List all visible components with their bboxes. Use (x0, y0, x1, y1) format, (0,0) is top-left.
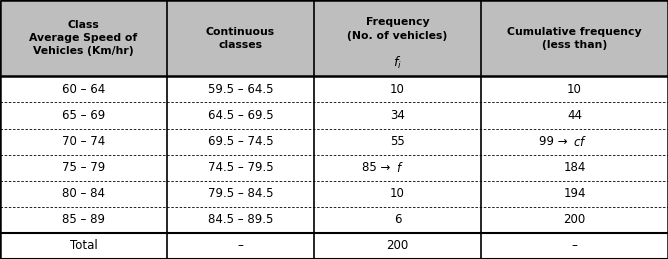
Text: 74.5 – 79.5: 74.5 – 79.5 (208, 161, 273, 174)
Bar (0, 0, 167, 76)
Bar (481, 128, 668, 155)
Bar (481, 103, 668, 128)
Text: $f_i$: $f_i$ (393, 55, 402, 71)
Text: Total: Total (69, 240, 98, 253)
Text: 60 – 64: 60 – 64 (62, 83, 105, 96)
Bar (481, 233, 668, 259)
Bar (314, 103, 481, 128)
Bar (314, 207, 481, 233)
Bar (0, 128, 167, 155)
Text: 85 – 89: 85 – 89 (62, 213, 105, 226)
Bar (167, 233, 314, 259)
Bar (481, 155, 668, 181)
Text: 75 – 79: 75 – 79 (62, 161, 105, 174)
Text: Frequency
(No. of vehicles): Frequency (No. of vehicles) (347, 17, 448, 41)
Text: 69.5 – 74.5: 69.5 – 74.5 (208, 135, 273, 148)
Text: 184: 184 (563, 161, 586, 174)
Bar (314, 0, 481, 76)
Text: 10: 10 (390, 83, 405, 96)
Text: 44: 44 (567, 109, 582, 122)
Text: 59.5 – 64.5: 59.5 – 64.5 (208, 83, 273, 96)
Text: 80 – 84: 80 – 84 (62, 187, 105, 200)
Bar (481, 76, 668, 103)
Bar (167, 128, 314, 155)
Bar (0, 103, 167, 128)
Text: 10: 10 (390, 187, 405, 200)
Bar (314, 233, 481, 259)
Text: Continuous
classes: Continuous classes (206, 27, 275, 50)
Text: 200: 200 (386, 240, 409, 253)
Text: 85 →: 85 → (362, 161, 394, 174)
Text: –: – (238, 240, 243, 253)
Text: 65 – 69: 65 – 69 (62, 109, 105, 122)
Bar (0, 155, 167, 181)
Text: 99 →: 99 → (539, 135, 571, 148)
Bar (314, 76, 481, 103)
Text: 79.5 – 84.5: 79.5 – 84.5 (208, 187, 273, 200)
Bar (167, 207, 314, 233)
Text: 194: 194 (563, 187, 586, 200)
Bar (481, 207, 668, 233)
Text: 55: 55 (390, 135, 405, 148)
Text: $f$: $f$ (396, 161, 403, 175)
Text: Cumulative frequency
(less than): Cumulative frequency (less than) (507, 27, 642, 50)
Bar (481, 181, 668, 207)
Text: –: – (572, 240, 577, 253)
Text: 200: 200 (563, 213, 586, 226)
Text: 6: 6 (393, 213, 401, 226)
Bar (0, 233, 167, 259)
Bar (314, 128, 481, 155)
Text: 84.5 – 89.5: 84.5 – 89.5 (208, 213, 273, 226)
Bar (0, 207, 167, 233)
Bar (481, 0, 668, 76)
Bar (314, 155, 481, 181)
Text: 34: 34 (390, 109, 405, 122)
Text: 70 – 74: 70 – 74 (62, 135, 105, 148)
Bar (167, 76, 314, 103)
Bar (167, 0, 314, 76)
Bar (167, 181, 314, 207)
Bar (167, 103, 314, 128)
Text: 64.5 – 69.5: 64.5 – 69.5 (208, 109, 273, 122)
Bar (0, 76, 167, 103)
Text: 10: 10 (567, 83, 582, 96)
Text: Class
Average Speed of
Vehicles (Km/hr): Class Average Speed of Vehicles (Km/hr) (29, 20, 138, 56)
Bar (167, 155, 314, 181)
Bar (314, 181, 481, 207)
Bar (0, 181, 167, 207)
Text: $cf$: $cf$ (573, 135, 587, 149)
